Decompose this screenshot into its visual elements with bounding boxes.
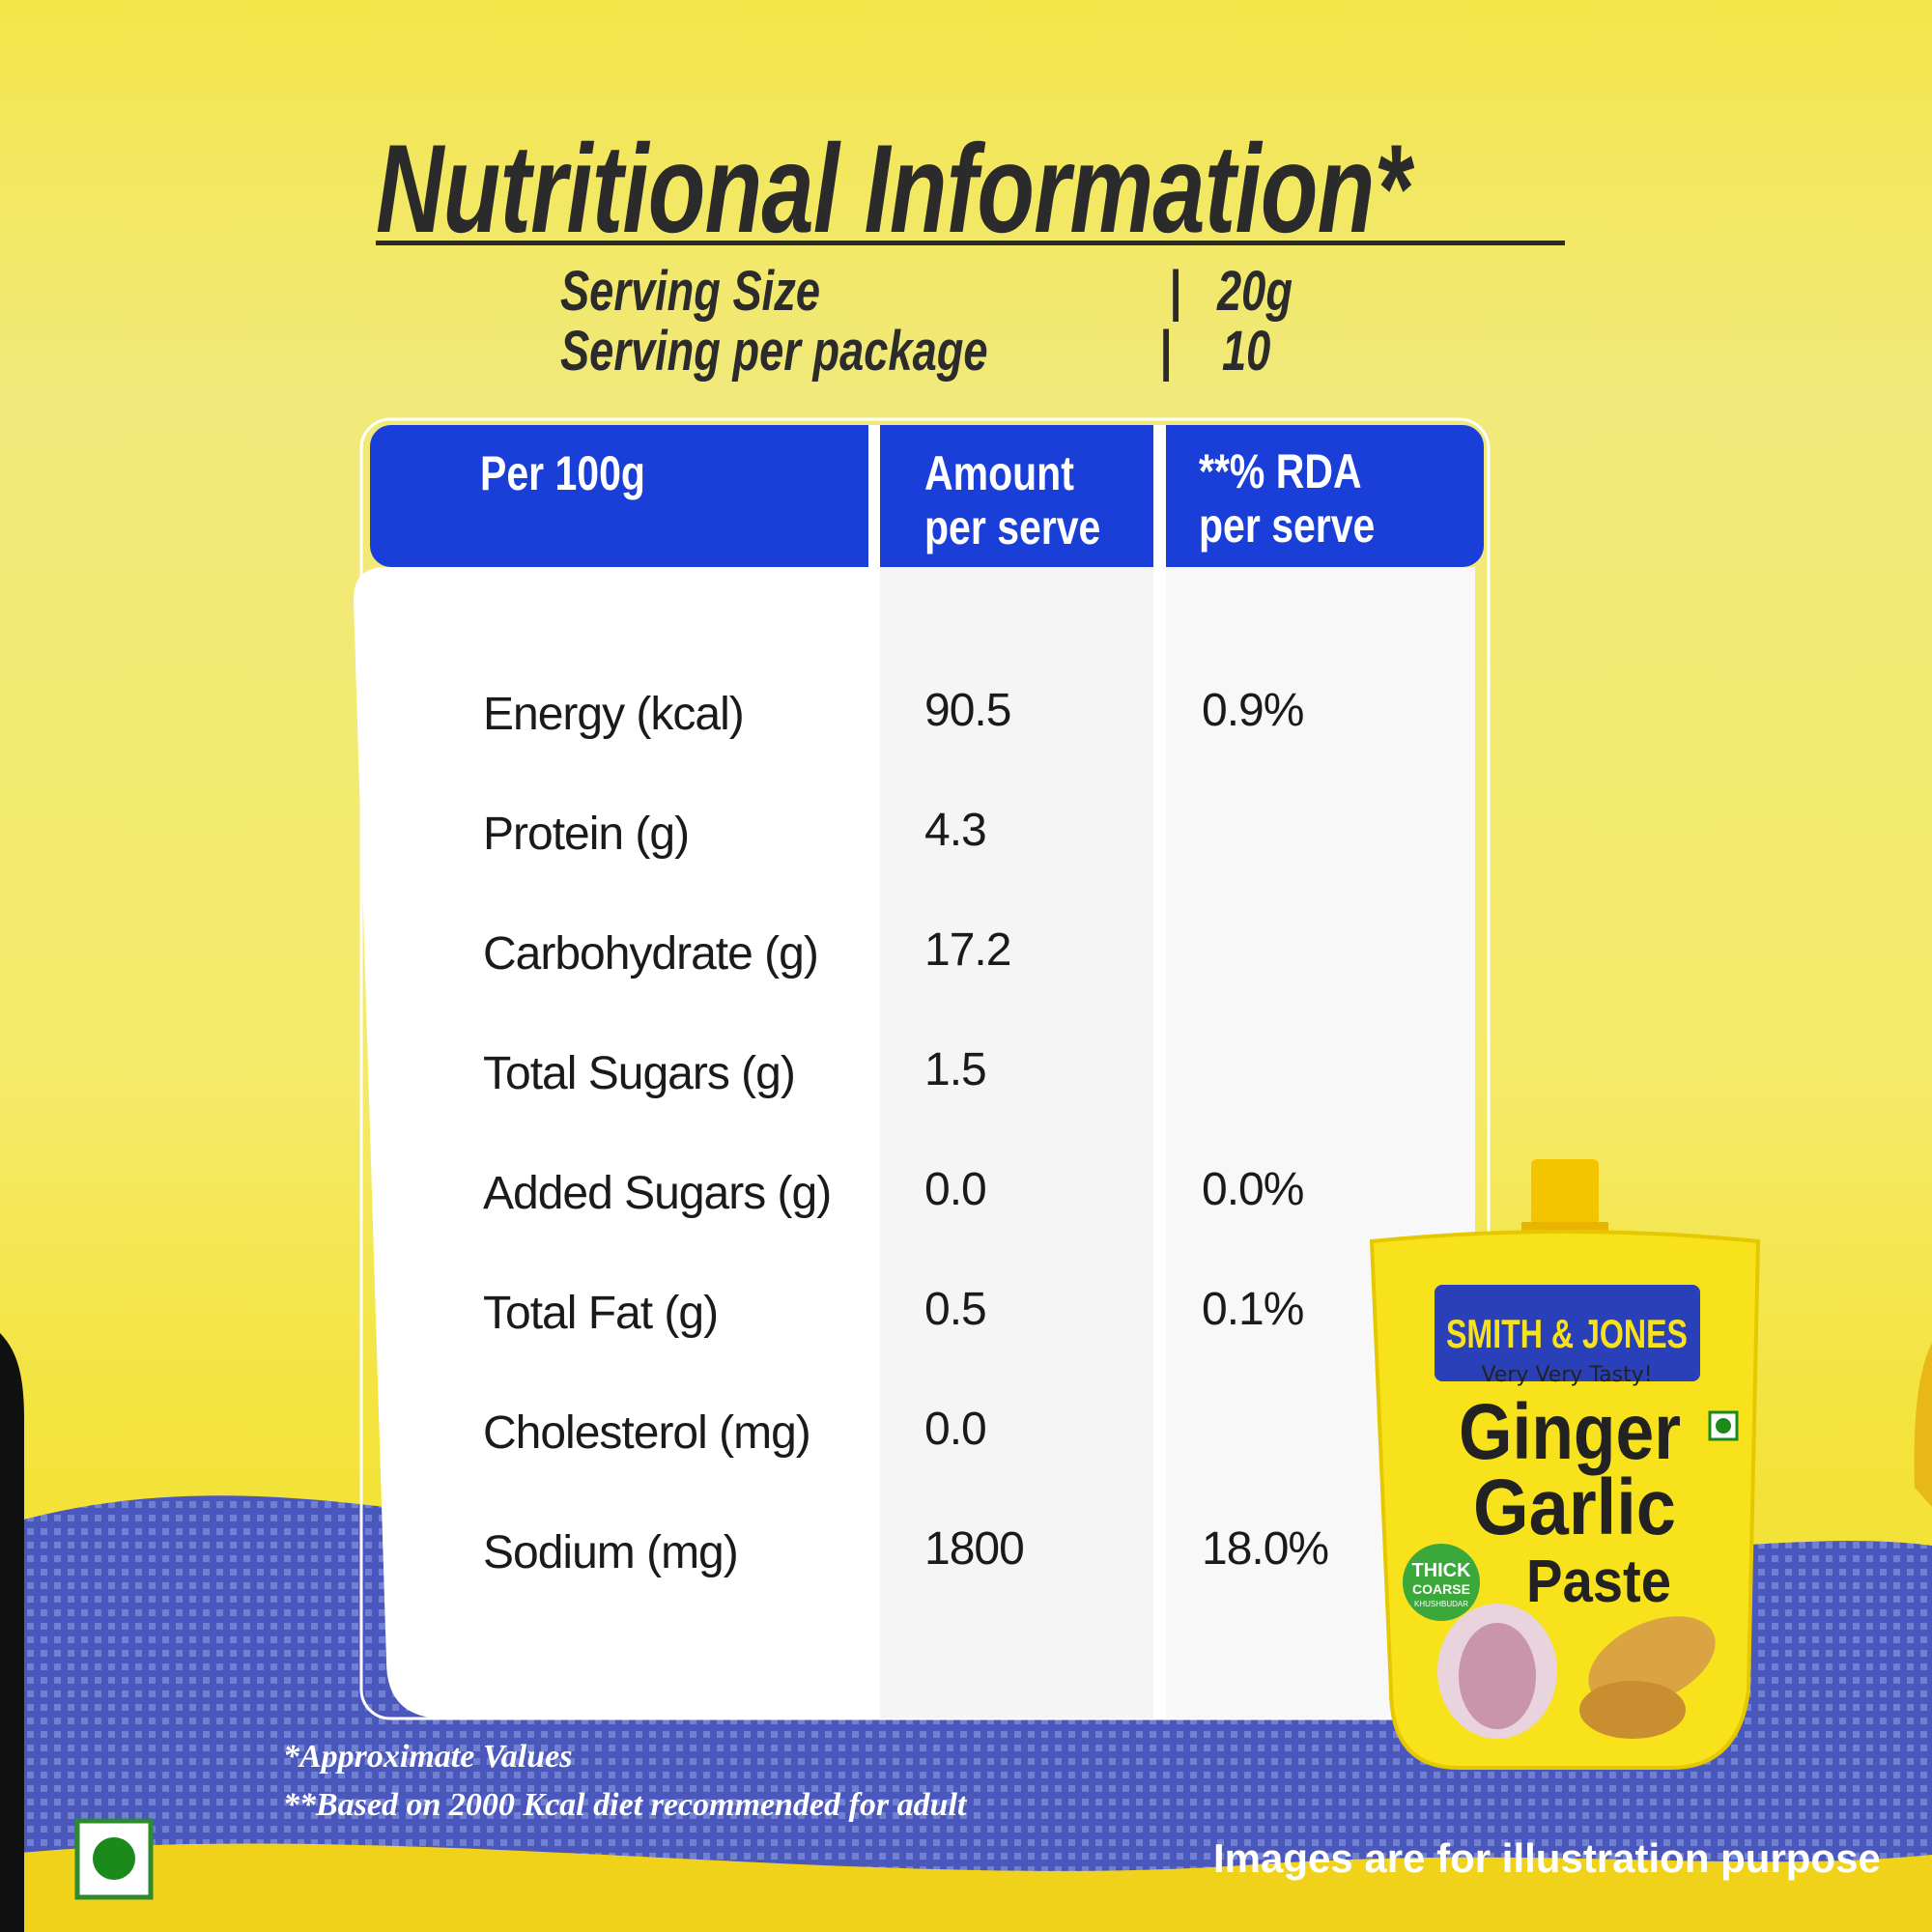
column-header: Per 100g — [480, 446, 645, 500]
header-line: per serve — [1199, 498, 1376, 553]
nutrient-label: Protein (g) — [483, 809, 690, 860]
column-header: **% RDA per serve — [1199, 444, 1375, 553]
badge-text: KHUSHBUDAR — [1414, 1600, 1468, 1608]
amount-cell: 0.5 — [924, 1284, 987, 1335]
rda-cell: 0.1% — [1202, 1284, 1304, 1335]
title: Nutritional Information* — [376, 118, 1410, 259]
badge-text: COARSE — [1412, 1581, 1470, 1597]
serving-label: Serving Size — [560, 260, 821, 323]
column-header: Amount per serve — [924, 446, 1100, 554]
brand: SMITH & JONES — [1446, 1311, 1688, 1356]
serving-separator: | — [1169, 260, 1181, 323]
product-name: Garlic — [1473, 1463, 1676, 1551]
nutrient-label: Total Fat (g) — [483, 1288, 719, 1339]
nutrient-label: Cholesterol (mg) — [483, 1407, 811, 1459]
rda-cell: 0.0% — [1202, 1164, 1304, 1215]
footnote: *Approximate Values — [283, 1739, 573, 1775]
serving-separator: | — [1159, 320, 1172, 383]
tagline: Very Very Tasty! — [1481, 1363, 1652, 1387]
rda-cell: 0.9% — [1202, 685, 1304, 736]
amount-cell: 4.3 — [924, 805, 987, 856]
title-underline — [376, 241, 1565, 245]
nutrient-label: Sodium (mg) — [483, 1527, 739, 1578]
footnote: **Based on 2000 Kcal diet recommended fo… — [283, 1787, 967, 1823]
nutrient-label: Energy (kcal) — [483, 689, 745, 740]
rda-cell: 18.0% — [1202, 1523, 1329, 1575]
header-line: Per 100g — [480, 446, 645, 500]
amount-cell: 0.0 — [924, 1164, 987, 1215]
amount-cell: 17.2 — [924, 924, 1011, 976]
product-pouch: SMITH & JONES Very Very Tasty! Ginger Ga… — [1369, 1159, 1761, 1770]
header-line: **% RDA — [1199, 444, 1362, 498]
nutrient-label: Added Sugars (g) — [483, 1168, 832, 1219]
disclaimer: Images are for illustration purpose — [1213, 1835, 1881, 1881]
product-name: Ginger — [1459, 1388, 1681, 1476]
product-name: Paste — [1526, 1548, 1671, 1615]
nutrient-label: Total Sugars (g) — [483, 1048, 796, 1099]
amount-cell: 1800 — [924, 1523, 1025, 1575]
serving-label: Serving per package — [560, 320, 988, 383]
badge-text: THICK — [1411, 1560, 1471, 1581]
header-line: Amount — [924, 446, 1074, 500]
amount-cell: 90.5 — [924, 685, 1011, 736]
serving-value: 10 — [1222, 320, 1271, 383]
header-line: per serve — [924, 500, 1101, 554]
amount-cell: 0.0 — [924, 1404, 987, 1455]
serving-value: 20g — [1217, 260, 1293, 323]
nutrient-label: Carbohydrate (g) — [483, 928, 819, 980]
amount-cell: 1.5 — [924, 1044, 987, 1095]
